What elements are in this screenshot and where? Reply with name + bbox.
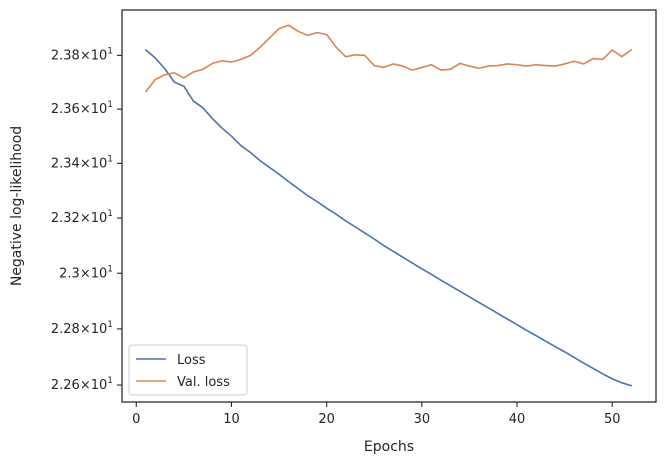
y-axis: 2.26×101 2.28×101 2.3×101 2.32×101 2.34×101 2… xyxy=(51,46,122,393)
y-tick-label: 2.34×101 xyxy=(51,154,113,171)
legend-label: Val. loss xyxy=(177,375,230,390)
legend-label: Loss xyxy=(177,353,206,368)
series-lines xyxy=(145,24,633,387)
y-tick-label: 2.28×101 xyxy=(51,320,113,337)
series-line xyxy=(145,24,633,93)
y-axis-label: Negative log-likelihood xyxy=(9,126,25,286)
y-tick-label: 2.32×101 xyxy=(51,209,113,226)
y-tick-label: 2.26×101 xyxy=(51,376,113,393)
x-axis-label: Epochs xyxy=(364,439,414,455)
legend-box xyxy=(128,344,248,396)
x-tick-label: 10 xyxy=(223,412,240,427)
plot-frame xyxy=(121,9,657,403)
x-axis: 0 10 20 30 40 50 xyxy=(132,402,620,427)
legend: Loss Val. loss xyxy=(128,344,248,396)
x-tick-label: 30 xyxy=(414,412,431,427)
x-tick-label: 50 xyxy=(604,412,621,427)
x-tick-label: 20 xyxy=(318,412,335,427)
y-tick-label: 2.36×101 xyxy=(51,100,113,117)
y-tick-label: 2.38×101 xyxy=(51,46,113,63)
x-tick-label: 40 xyxy=(509,412,526,427)
y-tick-label: 2.3×101 xyxy=(59,264,113,281)
x-tick-label: 0 xyxy=(132,412,140,427)
series-line xyxy=(145,49,633,387)
